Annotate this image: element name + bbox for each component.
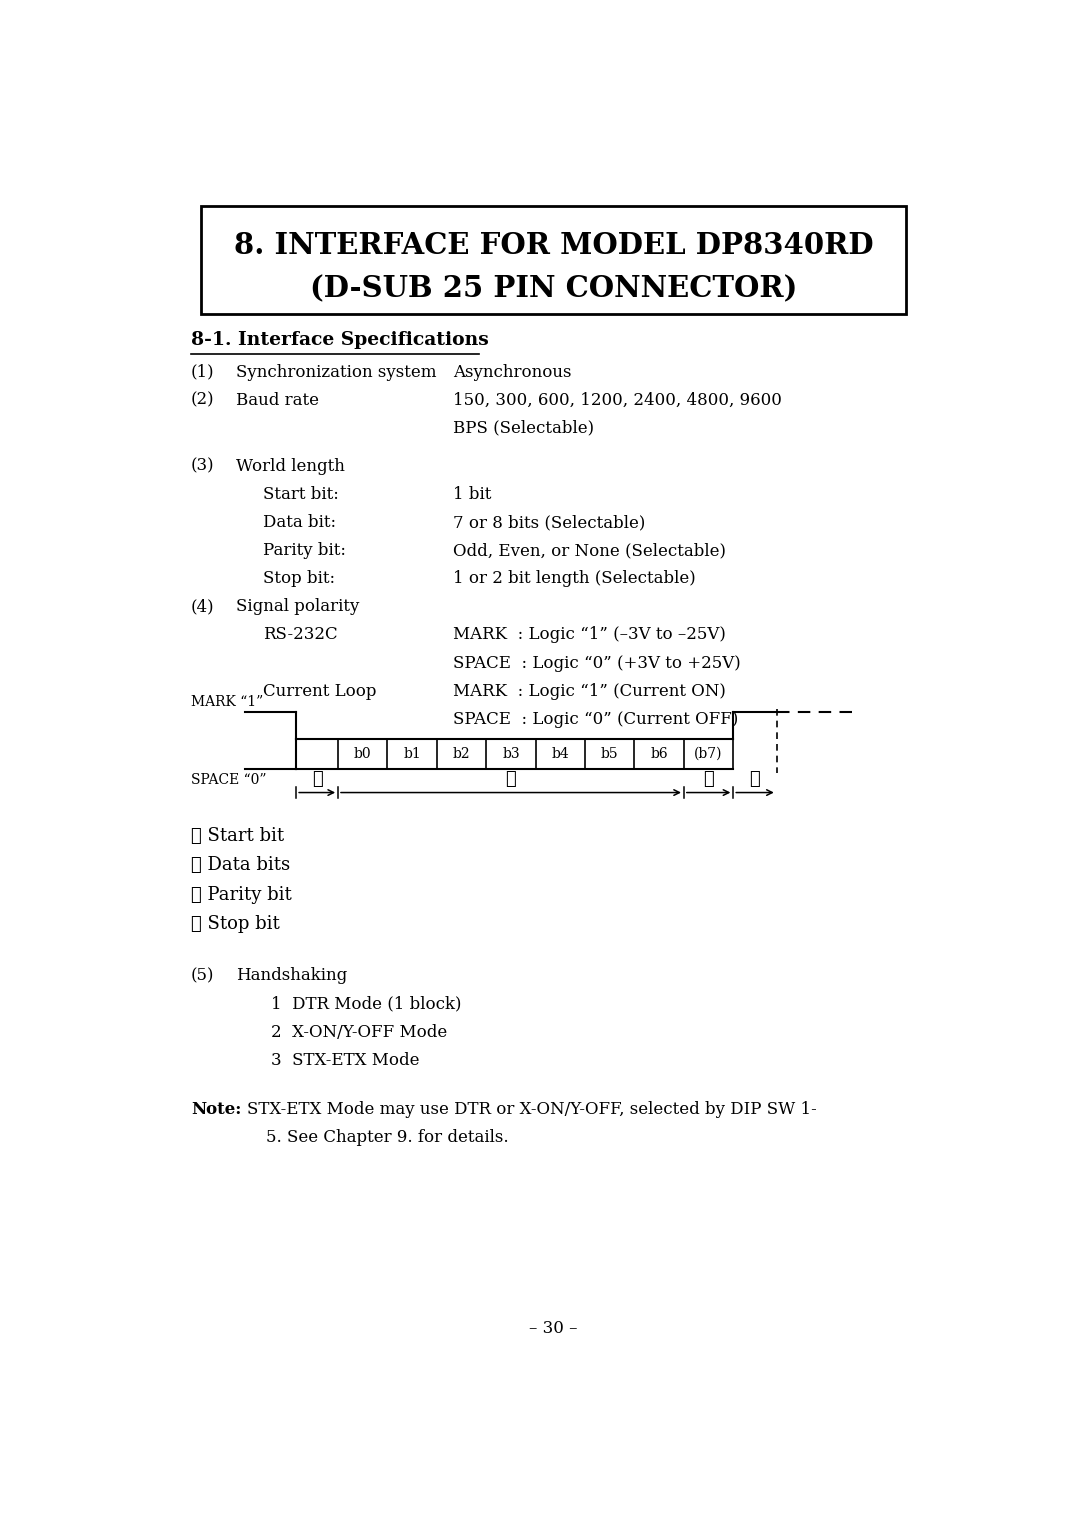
Text: b3: b3 bbox=[502, 748, 519, 761]
Text: 1  DTR Mode (1 block): 1 DTR Mode (1 block) bbox=[271, 995, 461, 1012]
Text: b5: b5 bbox=[600, 748, 619, 761]
Text: 7 or 8 bits (Selectable): 7 or 8 bits (Selectable) bbox=[453, 514, 645, 531]
Text: Asynchronous: Asynchronous bbox=[453, 364, 571, 381]
Text: Handshaking: Handshaking bbox=[235, 968, 347, 985]
Text: ②: ② bbox=[505, 771, 516, 787]
Text: Current Loop: Current Loop bbox=[262, 682, 376, 700]
Text: 8. INTERFACE FOR MODEL DP8340RD: 8. INTERFACE FOR MODEL DP8340RD bbox=[233, 231, 874, 260]
Text: b1: b1 bbox=[403, 748, 421, 761]
Bar bbox=[201, 206, 906, 313]
Text: 8-1. Interface Specifications: 8-1. Interface Specifications bbox=[191, 330, 488, 349]
Text: Odd, Even, or None (Selectable): Odd, Even, or None (Selectable) bbox=[453, 543, 726, 560]
Text: ④: ④ bbox=[750, 771, 760, 787]
Text: (3): (3) bbox=[191, 457, 215, 476]
Text: Note:: Note: bbox=[191, 1101, 241, 1118]
Text: – 30 –: – 30 – bbox=[529, 1320, 578, 1336]
Text: Stop bit:: Stop bit: bbox=[262, 570, 335, 587]
Text: b0: b0 bbox=[354, 748, 372, 761]
Text: ③: ③ bbox=[703, 771, 714, 787]
Text: RS-232C: RS-232C bbox=[262, 627, 337, 644]
Text: 2  X-ON/Y-OFF Mode: 2 X-ON/Y-OFF Mode bbox=[271, 1023, 447, 1041]
Text: SPACE “0”: SPACE “0” bbox=[191, 772, 267, 786]
Text: ③ Parity bit: ③ Parity bit bbox=[191, 885, 292, 904]
Text: World length: World length bbox=[235, 457, 345, 476]
Text: ② Data bits: ② Data bits bbox=[191, 856, 289, 875]
Text: STX-ETX Mode may use DTR or X-ON/Y-OFF, selected by DIP SW 1-: STX-ETX Mode may use DTR or X-ON/Y-OFF, … bbox=[246, 1101, 816, 1118]
Text: 150, 300, 600, 1200, 2400, 4800, 9600: 150, 300, 600, 1200, 2400, 4800, 9600 bbox=[453, 391, 782, 408]
Text: (1): (1) bbox=[191, 364, 215, 381]
Text: (D-SUB 25 PIN CONNECTOR): (D-SUB 25 PIN CONNECTOR) bbox=[310, 275, 797, 303]
Text: (b7): (b7) bbox=[694, 748, 723, 761]
Text: BPS (Selectable): BPS (Selectable) bbox=[453, 420, 594, 437]
Text: MARK  : Logic “1” (Current ON): MARK : Logic “1” (Current ON) bbox=[453, 682, 726, 700]
Text: SPACE  : Logic “0” (Current OFF): SPACE : Logic “0” (Current OFF) bbox=[453, 711, 738, 728]
Text: 1 or 2 bit length (Selectable): 1 or 2 bit length (Selectable) bbox=[453, 570, 696, 587]
Text: Signal polarity: Signal polarity bbox=[235, 598, 360, 615]
Text: Data bit:: Data bit: bbox=[262, 514, 336, 531]
Text: 1 bit: 1 bit bbox=[453, 486, 491, 503]
Text: (5): (5) bbox=[191, 968, 214, 985]
Text: Baud rate: Baud rate bbox=[235, 391, 319, 408]
Text: 3  STX-ETX Mode: 3 STX-ETX Mode bbox=[271, 1052, 419, 1069]
Text: ① Start bit: ① Start bit bbox=[191, 827, 284, 846]
Text: b2: b2 bbox=[453, 748, 471, 761]
Text: MARK “1”: MARK “1” bbox=[191, 696, 264, 709]
Text: b4: b4 bbox=[552, 748, 569, 761]
Text: Start bit:: Start bit: bbox=[262, 486, 339, 503]
Text: (4): (4) bbox=[191, 598, 215, 615]
Text: 5. See Chapter 9. for details.: 5. See Chapter 9. for details. bbox=[266, 1130, 509, 1147]
Text: Parity bit:: Parity bit: bbox=[262, 543, 346, 560]
Text: MARK  : Logic “1” (–3V to –25V): MARK : Logic “1” (–3V to –25V) bbox=[453, 627, 726, 644]
Text: ④ Stop bit: ④ Stop bit bbox=[191, 914, 280, 933]
Text: SPACE  : Logic “0” (+3V to +25V): SPACE : Logic “0” (+3V to +25V) bbox=[453, 654, 741, 671]
Text: Synchronization system: Synchronization system bbox=[235, 364, 436, 381]
Text: b6: b6 bbox=[650, 748, 669, 761]
Text: (2): (2) bbox=[191, 391, 215, 408]
Text: ①: ① bbox=[312, 771, 323, 787]
